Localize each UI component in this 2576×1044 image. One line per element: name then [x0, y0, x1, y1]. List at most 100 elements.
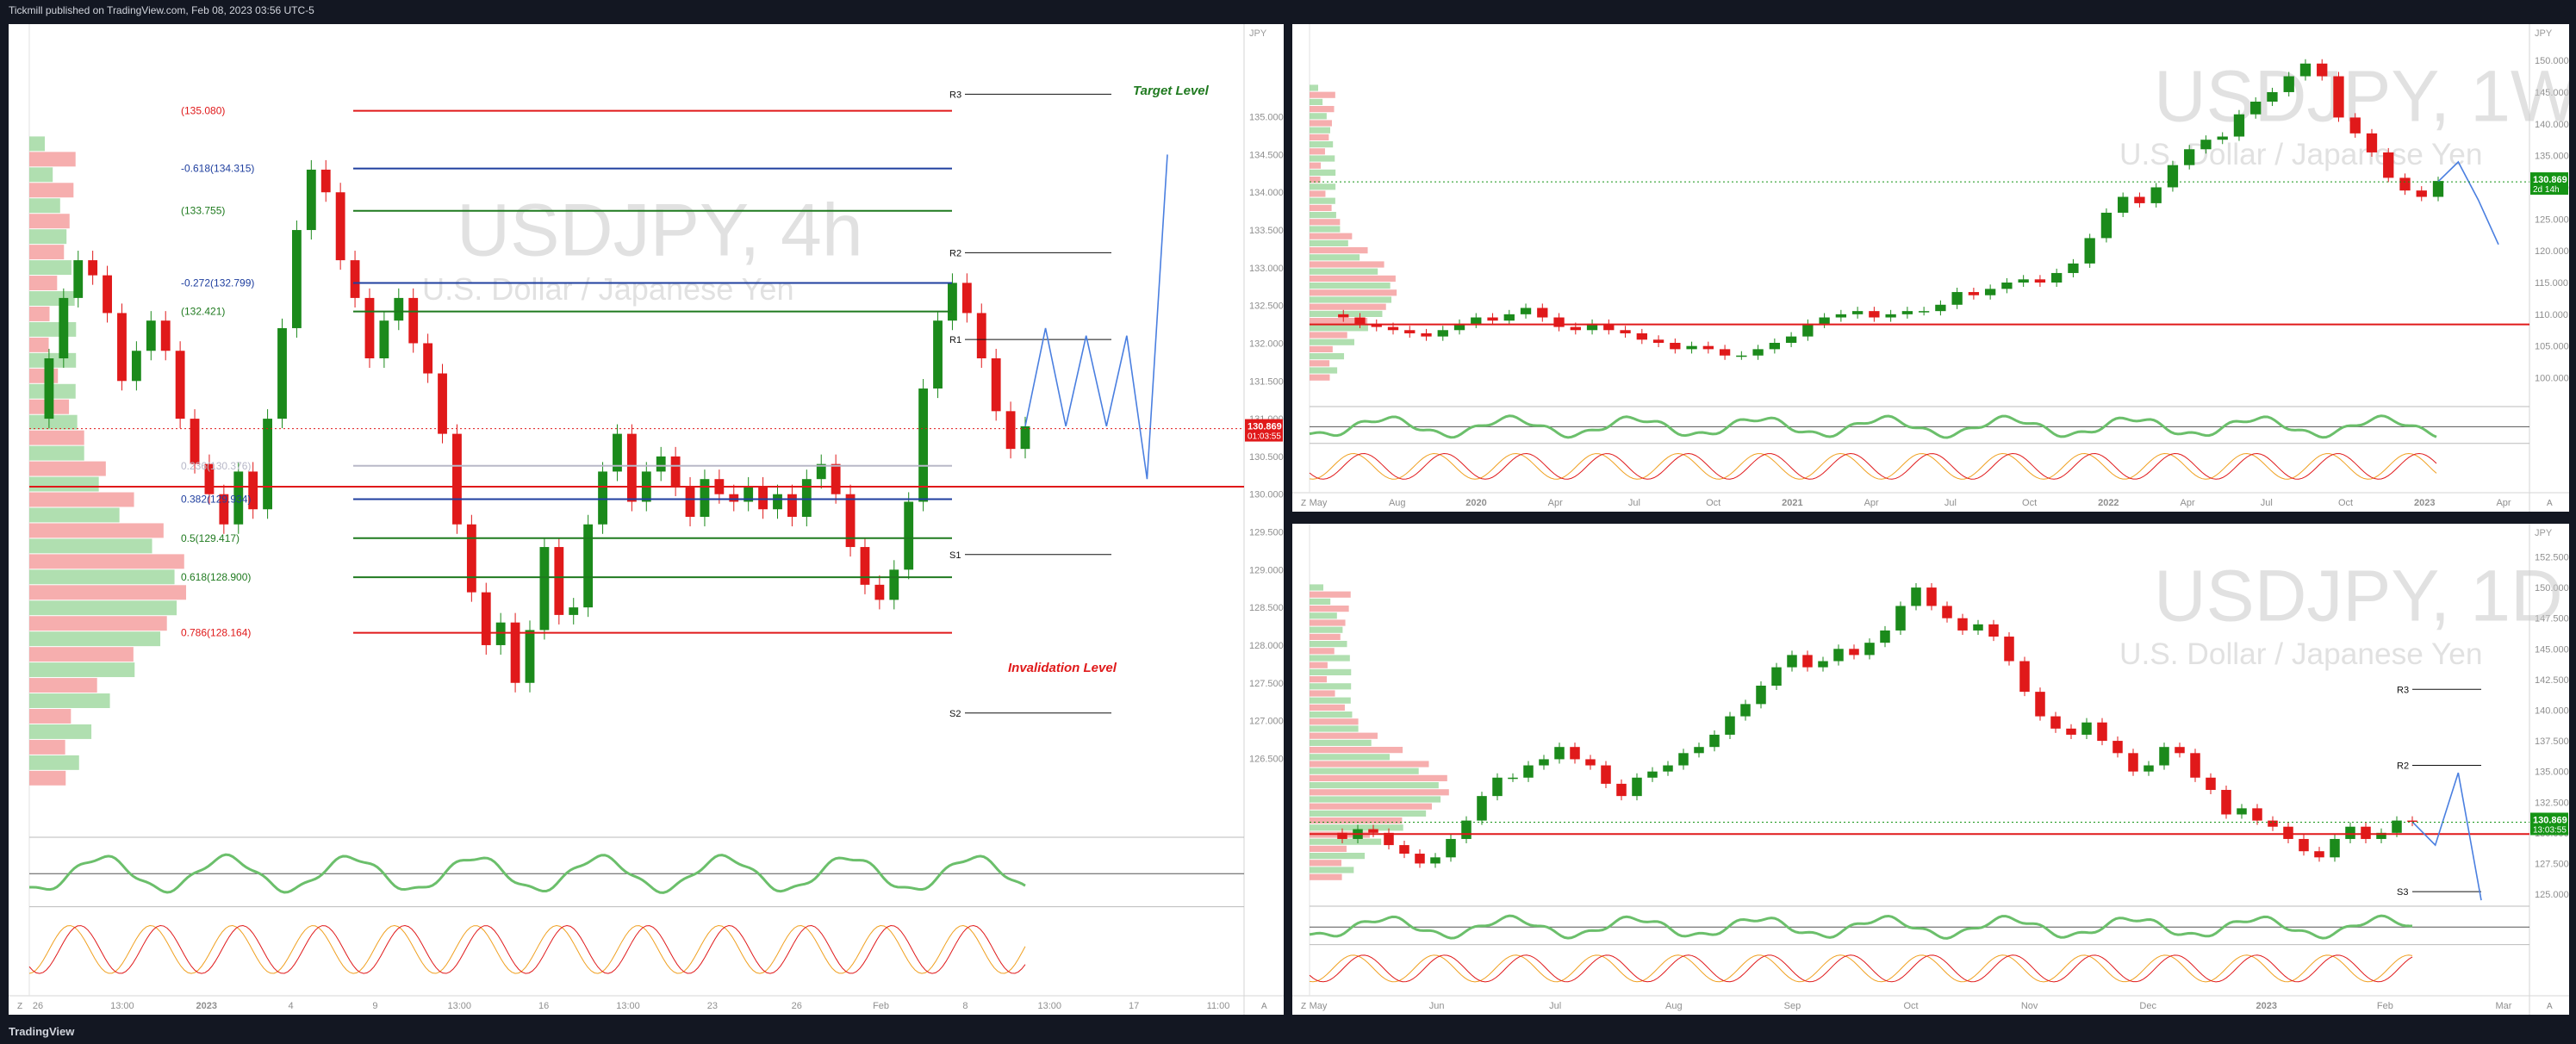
volume-profile-bar: [1310, 98, 1323, 105]
candle-body: [1461, 820, 1472, 839]
y-tick-label: 115.000: [2535, 278, 2568, 289]
candle-body: [933, 320, 943, 389]
volume-profile-bar: [1310, 212, 1336, 219]
volume-profile-bar: [1310, 148, 1325, 155]
candle-body: [539, 547, 550, 631]
candle-body: [423, 343, 433, 374]
candle-body: [59, 297, 69, 358]
candle-body: [219, 494, 229, 525]
volume-profile-bar: [1310, 332, 1347, 339]
volume-profile-bar: [1310, 655, 1350, 662]
candle-body: [2206, 777, 2216, 791]
candle-body: [2097, 722, 2107, 742]
volume-profile-bar: [29, 306, 50, 321]
candle-body: [2383, 152, 2394, 178]
volume-profile-bar: [1310, 204, 1332, 211]
candle-body: [175, 351, 185, 419]
y-tick-label: 133.500: [1249, 226, 1284, 236]
volume-profile-bar: [1310, 303, 1386, 310]
candle-body: [1851, 311, 1864, 314]
candle-body: [1477, 796, 1487, 821]
x-tick-label: 2023: [2414, 498, 2435, 508]
candle-body: [1756, 686, 1766, 705]
x-tick-label: Feb: [2377, 1001, 2393, 1011]
y-tick-label: 130.000: [1249, 490, 1284, 500]
candle-body: [1740, 704, 1751, 717]
fib-level-label: -0.272(132.799): [181, 277, 254, 289]
pivot-label: R2: [949, 248, 961, 258]
goto-zoom-icon: Z: [1301, 499, 1306, 508]
candle-body: [2159, 747, 2169, 766]
volume-profile-bar: [1310, 247, 1368, 254]
y-tick-label: 150.000: [2535, 583, 2569, 593]
x-tick-label: 13:00: [616, 1001, 640, 1011]
candle-body: [1636, 332, 1647, 340]
y-tick-label: 140.000: [2535, 705, 2569, 716]
candle-body: [2100, 212, 2112, 239]
price-label-countdown: 2d 14h: [2533, 185, 2560, 195]
candle-body: [2128, 753, 2138, 772]
candle-body: [1901, 311, 1913, 314]
fib-level-label: (132.421): [181, 306, 225, 318]
candle-body: [2283, 826, 2293, 839]
volume-profile-bar: [1310, 626, 1343, 633]
chart-panel-4h[interactable]: JPY 135.000 134.500 134.000 133.500 133.000 13…: [9, 24, 1284, 1015]
candle-body: [44, 358, 54, 419]
x-tick-label: May: [1310, 1001, 1328, 1011]
goto-zoom-icon: Z: [17, 1002, 22, 1011]
volume-profile-bar: [29, 693, 110, 708]
candle-body: [1554, 747, 1565, 760]
stochastic-d-line: [1309, 452, 2437, 480]
y-tick-label: 110.000: [2535, 310, 2568, 320]
candle-body: [626, 433, 637, 502]
x-tick-label: Sep: [1784, 1001, 1801, 1011]
candle-body: [860, 547, 870, 585]
volume-profile-bar: [29, 152, 76, 167]
volume-profile-bar: [29, 678, 97, 693]
candle-body: [1769, 343, 1781, 350]
goto-zoom-icon: Z: [1301, 1002, 1306, 1011]
stochastic-d-line: [1309, 954, 2413, 983]
volume-profile-bar: [1310, 712, 1353, 718]
candle-body: [1421, 332, 1432, 337]
candle-body: [889, 569, 899, 600]
x-tick-label: 26: [33, 1001, 43, 1011]
candle-body: [1570, 747, 1580, 760]
candle-body: [1880, 630, 1890, 643]
y-tick-label: 137.500: [2535, 736, 2569, 747]
x-tick-label: Jun: [1429, 1001, 1445, 1011]
candle-body: [2268, 820, 2278, 827]
candle-body: [1885, 314, 1896, 318]
candle-body: [1911, 587, 1921, 606]
candle-body: [801, 479, 812, 517]
projection-path: [2411, 772, 2482, 901]
candle-body: [1616, 783, 1627, 797]
x-tick-label: 4: [289, 1001, 294, 1011]
y-tick-label: 127.500: [2535, 859, 2569, 869]
y-tick-label: 140.000: [2535, 120, 2569, 130]
candle-body: [117, 313, 127, 382]
x-tick-label: 2022: [2098, 498, 2119, 508]
candle-body: [1415, 854, 1425, 864]
chart-panel-1d[interactable]: JPY 152.500 150.000 147.500 145.000 142.500 14…: [1292, 524, 2569, 1015]
pivot-label: R3: [2397, 685, 2409, 695]
candle-body: [2081, 722, 2092, 735]
volume-profile-bar: [29, 430, 84, 445]
candle-body: [1337, 832, 1347, 839]
chart-panel-1w[interactable]: JPY150.000145.000140.000135.000130.00012…: [1292, 24, 2569, 512]
stochastic-k-line: [28, 924, 1026, 974]
y-tick-label: 134.500: [1249, 150, 1284, 160]
pivot-label: S3: [2397, 887, 2408, 898]
y-tick-label: 129.500: [1249, 528, 1284, 538]
y-tick-label: 100.000: [2535, 374, 2569, 384]
candle-body: [1678, 753, 1689, 766]
momentum-oscillator-line: [1309, 414, 2437, 439]
candle-body: [146, 320, 156, 351]
candle-body: [204, 463, 215, 494]
volume-profile-bar: [1310, 591, 1351, 598]
y-tick-label: 128.500: [1249, 603, 1284, 613]
candle-body: [758, 486, 768, 510]
candle-body: [1446, 838, 1456, 858]
candle-body: [961, 283, 972, 314]
candle-body: [2019, 661, 2030, 693]
